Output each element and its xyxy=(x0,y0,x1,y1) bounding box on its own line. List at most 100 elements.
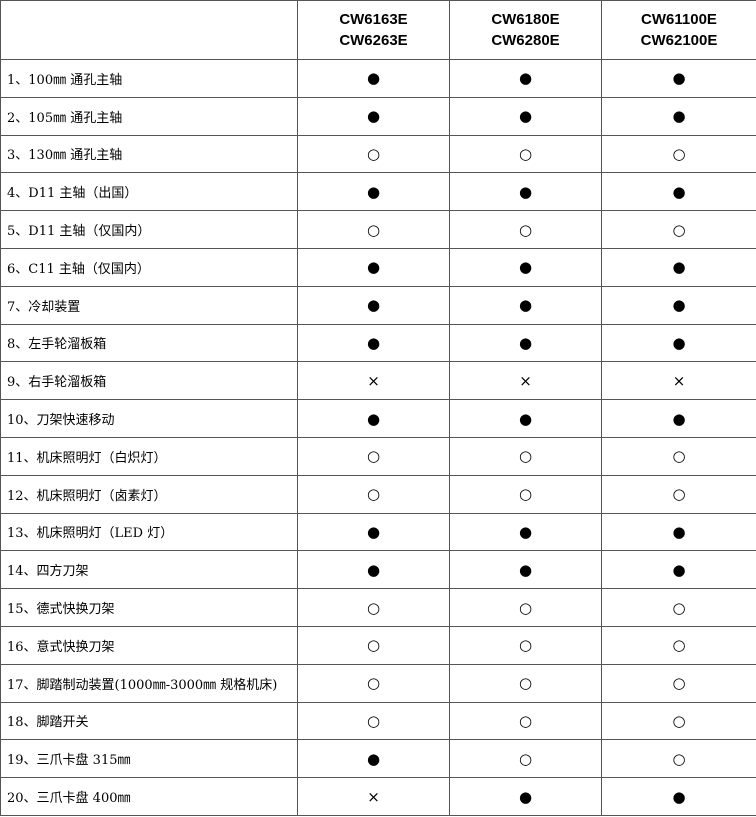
header-row: CW6163E CW6263E CW6180E CW6280E CW61100E CW62… xyxy=(0,0,756,60)
option-mark: ○ xyxy=(449,701,602,741)
option-mark: × xyxy=(449,361,602,401)
header-line: CW62100E xyxy=(640,32,718,49)
row-label: 4、D11 主轴（出国） xyxy=(0,172,298,212)
table-row: 9、右手轮溜板箱 × × × xyxy=(0,361,756,401)
row-label: 11、机床照明灯（白炽灯） xyxy=(0,436,298,476)
option-mark: ● xyxy=(297,739,450,779)
table-row: 11、机床照明灯（白炽灯） ○ ○ ○ xyxy=(0,436,756,476)
table-row: 15、德式快换刀架 ○ ○ ○ xyxy=(0,588,756,627)
option-mark: ● xyxy=(297,285,450,325)
row-label: 12、机床照明灯（卤素灯） xyxy=(0,474,298,514)
option-mark: ○ xyxy=(297,474,450,514)
table-row: 6、C11 主轴（仅国内） ● ● ● xyxy=(0,247,756,287)
option-mark: ● xyxy=(449,285,602,325)
header-cell: CW6163E CW6263E xyxy=(297,0,450,60)
option-mark: ● xyxy=(449,512,602,552)
table-head: CW6163E CW6263E CW6180E CW6280E CW61100E CW62… xyxy=(0,0,756,60)
row-label: 3、130㎜ 通孔主轴 xyxy=(0,134,298,174)
option-mark: ○ xyxy=(297,663,450,703)
option-mark: ● xyxy=(449,172,602,212)
option-mark: ○ xyxy=(449,625,602,665)
row-label: 5、D11 主轴（仅国内） xyxy=(0,210,298,249)
option-mark: ○ xyxy=(449,210,602,249)
option-mark: ● xyxy=(601,96,756,136)
option-mark: ○ xyxy=(601,588,756,627)
table-row: 2、105㎜ 通孔主轴 ● ● ● xyxy=(0,96,756,136)
option-mark: ● xyxy=(601,172,756,212)
option-mark: ○ xyxy=(297,134,450,174)
option-mark: × xyxy=(297,361,450,401)
option-mark: ● xyxy=(449,59,602,98)
option-mark: ○ xyxy=(449,739,602,779)
option-mark: ● xyxy=(449,96,602,136)
option-mark: ● xyxy=(601,512,756,552)
option-mark: ● xyxy=(449,777,602,816)
row-label: 1、100㎜ 通孔主轴 xyxy=(0,59,298,98)
option-mark: ○ xyxy=(601,210,756,249)
header-line: CW6180E xyxy=(491,11,560,28)
row-label: 7、冷却装置 xyxy=(0,285,298,325)
option-mark: ● xyxy=(601,399,756,438)
option-mark: ○ xyxy=(601,134,756,174)
header-cell: CW61100E CW62100E xyxy=(601,0,756,60)
table-row: 14、四方刀架 ● ● ● xyxy=(0,550,756,590)
corner-cell xyxy=(0,0,298,60)
option-mark: ● xyxy=(297,59,450,98)
option-mark: × xyxy=(297,777,450,816)
option-mark: ○ xyxy=(449,474,602,514)
option-mark: ● xyxy=(601,247,756,287)
option-mark: ● xyxy=(449,399,602,438)
row-label: 6、C11 主轴（仅国内） xyxy=(0,247,298,287)
option-mark: ○ xyxy=(297,436,450,476)
option-mark: ● xyxy=(601,323,756,363)
option-mark: ● xyxy=(601,285,756,325)
option-mark: ● xyxy=(601,550,756,590)
row-label: 20、三爪卡盘 400㎜ xyxy=(0,777,298,816)
header-line: CW6280E xyxy=(491,32,560,49)
option-mark: ○ xyxy=(601,739,756,779)
table-row: 3、130㎜ 通孔主轴 ○ ○ ○ xyxy=(0,134,756,174)
option-mark: ○ xyxy=(601,663,756,703)
option-mark: ● xyxy=(297,172,450,212)
option-mark: ○ xyxy=(297,588,450,627)
row-label: 16、意式快换刀架 xyxy=(0,625,298,665)
row-label: 9、右手轮溜板箱 xyxy=(0,361,298,401)
header-cell: CW6180E CW6280E xyxy=(449,0,602,60)
row-label: 13、机床照明灯（LED 灯） xyxy=(0,512,298,552)
option-mark: ○ xyxy=(449,436,602,476)
option-mark: ● xyxy=(297,550,450,590)
table-row: 19、三爪卡盘 315㎜ ● ○ ○ xyxy=(0,739,756,779)
option-mark: ● xyxy=(297,399,450,438)
option-mark: ○ xyxy=(601,436,756,476)
header-line: CW61100E xyxy=(641,11,717,28)
header-line: CW6263E xyxy=(339,32,408,49)
table-row: 5、D11 主轴（仅国内） ○ ○ ○ xyxy=(0,210,756,249)
option-mark: ● xyxy=(297,323,450,363)
table-row: 13、机床照明灯（LED 灯） ● ● ● xyxy=(0,512,756,552)
option-mark: ● xyxy=(297,512,450,552)
option-mark: ○ xyxy=(449,663,602,703)
row-label: 15、德式快换刀架 xyxy=(0,588,298,627)
table-row: 7、冷却装置 ● ● ● xyxy=(0,285,756,325)
row-label: 10、刀架快速移动 xyxy=(0,399,298,438)
table-row: 18、脚踏开关 ○ ○ ○ xyxy=(0,701,756,741)
option-mark: ○ xyxy=(297,701,450,741)
table-row: 16、意式快换刀架 ○ ○ ○ xyxy=(0,625,756,665)
table-row: 12、机床照明灯（卤素灯） ○ ○ ○ xyxy=(0,474,756,514)
option-mark: ● xyxy=(449,323,602,363)
table-row: 20、三爪卡盘 400㎜ × ● ● xyxy=(0,777,756,816)
table-row: 4、D11 主轴（出国） ● ● ● xyxy=(0,172,756,212)
option-mark: ○ xyxy=(449,588,602,627)
row-label: 2、105㎜ 通孔主轴 xyxy=(0,96,298,136)
option-mark: ○ xyxy=(297,210,450,249)
row-label: 19、三爪卡盘 315㎜ xyxy=(0,739,298,779)
table-row: 17、脚踏制动装置(1000㎜-3000㎜ 规格机床) ○ ○ ○ xyxy=(0,663,756,703)
option-mark: ○ xyxy=(449,134,602,174)
option-mark: ○ xyxy=(601,474,756,514)
table-row: 10、刀架快速移动 ● ● ● xyxy=(0,399,756,438)
option-mark: ○ xyxy=(601,701,756,741)
option-mark: ● xyxy=(297,96,450,136)
option-mark: ● xyxy=(601,777,756,816)
table-row: 1、100㎜ 通孔主轴 ● ● ● xyxy=(0,59,756,98)
